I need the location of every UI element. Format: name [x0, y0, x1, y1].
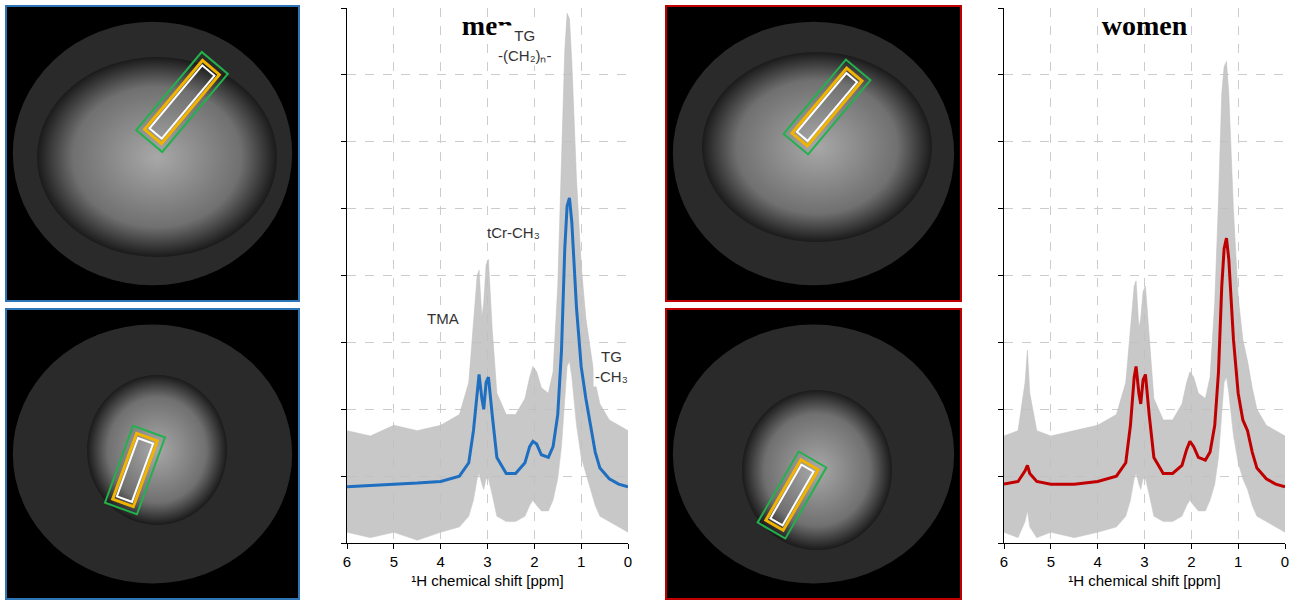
svg-text:2: 2	[530, 553, 538, 570]
svg-text:5: 5	[1047, 553, 1055, 570]
svg-text:tCr-CH₃: tCr-CH₃	[487, 224, 540, 241]
svg-text:¹H chemical shift [ppm]: ¹H chemical shift [ppm]	[411, 572, 564, 589]
svg-text:2: 2	[1187, 553, 1195, 570]
svg-text:4: 4	[436, 553, 444, 570]
svg-text:0: 0	[1281, 553, 1289, 570]
svg-text:6: 6	[343, 553, 351, 570]
svg-text:4: 4	[1093, 553, 1101, 570]
svg-text:5: 5	[390, 553, 398, 570]
svg-text:6: 6	[1000, 553, 1008, 570]
svg-text:women: women	[1102, 10, 1188, 41]
svg-text:1: 1	[577, 553, 585, 570]
svg-text:1: 1	[1234, 553, 1242, 570]
svg-text:men: men	[462, 10, 514, 41]
svg-text:TG-(CH₂)ₙ-: TG-(CH₂)ₙ-	[498, 27, 551, 64]
svg-text:TG-CH₃: TG-CH₃	[595, 348, 628, 385]
svg-text:3: 3	[483, 553, 491, 570]
svg-text:¹H chemical shift [ppm]: ¹H chemical shift [ppm]	[1068, 572, 1221, 589]
svg-text:3: 3	[1140, 553, 1148, 570]
svg-text:0: 0	[624, 553, 632, 570]
svg-text:TMA: TMA	[427, 310, 459, 327]
